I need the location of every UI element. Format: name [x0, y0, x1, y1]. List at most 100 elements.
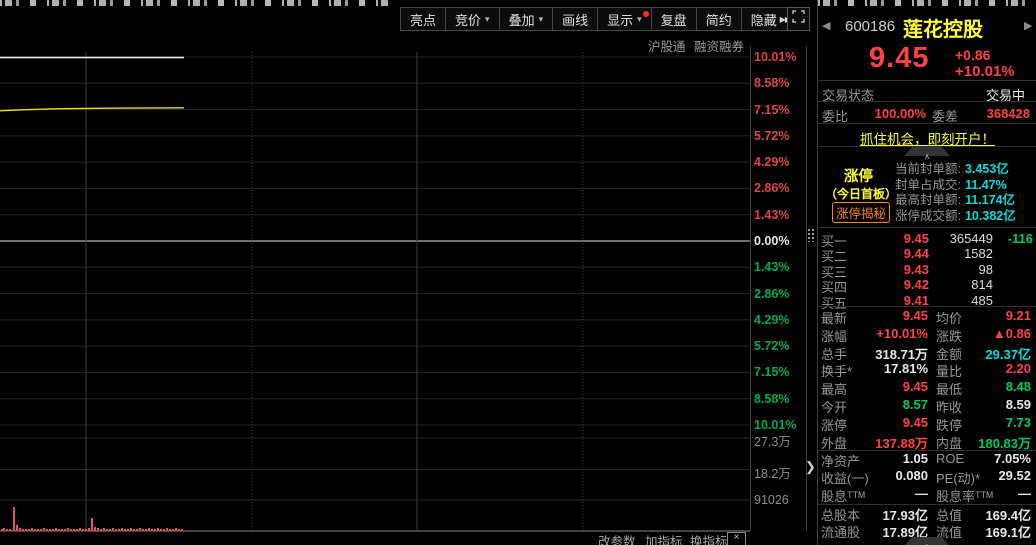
- panel-bottom-tab[interactable]: ∧: [904, 537, 950, 545]
- stat-label: ROE: [936, 451, 965, 467]
- intraday-chart[interactable]: [0, 0, 750, 545]
- stat-label: 涨幅: [821, 328, 848, 344]
- panel-separator: [817, 80, 1036, 81]
- stats-row: 今开 8.57 昨收 8.59: [818, 397, 1036, 415]
- stat-label: 总值: [936, 507, 963, 523]
- axis-label: 8.58%: [754, 391, 790, 406]
- stat-value: —: [915, 486, 928, 501]
- limit-stat-value: 11.174亿: [964, 193, 1016, 208]
- stat-value: 29.37亿: [985, 346, 1031, 362]
- panel-separator: [817, 227, 1036, 228]
- weicha-value: 368428: [986, 106, 1030, 121]
- weibi-value: 100.00%: [874, 106, 926, 121]
- add-indicator-button[interactable]: 加指标: [645, 535, 683, 545]
- limit-stat-row: 当前封单额: 3.453亿: [895, 158, 1009, 177]
- stats-row: 收益(一) 0.080 PE(动)* 29.52: [818, 468, 1036, 486]
- last-price: 9.45: [869, 42, 930, 74]
- expand-icon: [792, 10, 805, 28]
- panel-separator: [817, 146, 1036, 147]
- bid-quantity: 1582: [964, 246, 993, 262]
- fullscreen-button[interactable]: [787, 7, 810, 31]
- limit-up-tag: 涨停: [844, 169, 873, 185]
- double-arrow-icon: ▶▶: [779, 14, 791, 24]
- axis-divider: [750, 46, 751, 531]
- stat-value: 9.45: [902, 379, 928, 395]
- stat-value: ▲0.86: [992, 325, 1031, 341]
- price-change: +0.86: [955, 47, 991, 63]
- panel-divider: [806, 46, 807, 531]
- axis-label: 10.01%: [754, 50, 797, 64]
- axis-label: 5.72%: [754, 339, 790, 354]
- panel-separator: [817, 306, 1036, 307]
- stat-label: 流值: [936, 524, 963, 540]
- bid-quantity: 814: [971, 277, 993, 293]
- axis-label: 7.15%: [754, 102, 790, 117]
- bid-level-label: 买四: [821, 280, 848, 296]
- stat-label: 昨收: [936, 400, 963, 415]
- toolbar-button[interactable]: 隐藏 ▶▶: [742, 8, 799, 30]
- bid-price: 9.42: [903, 277, 929, 293]
- stat-label: 换手*: [821, 364, 853, 380]
- toolbar-button-label: 简约: [705, 12, 732, 28]
- limit-stat-row: 最高封单额: 11.174亿: [895, 189, 1015, 208]
- panel-separator: [817, 101, 1036, 102]
- collapse-panel-arrow[interactable]: ❯: [805, 459, 816, 474]
- divider-grip[interactable]: [807, 228, 815, 242]
- axis-label: 5.72%: [754, 128, 790, 143]
- axis-label: 4.29%: [754, 312, 790, 327]
- chevron-down-icon: ▾: [485, 13, 490, 24]
- stats-row: 换手* 17.81% 量比 2.20: [818, 361, 1036, 379]
- stat-label: 最新: [821, 311, 848, 326]
- stat-label: 跌停: [936, 417, 963, 433]
- toolbar-button-label: 显示: [607, 12, 634, 28]
- bid-quantity: 365449: [949, 231, 993, 246]
- toolbar-button[interactable]: 复盘: [652, 8, 697, 30]
- axis-label: 10.01%: [754, 418, 797, 432]
- limit-section-collapse-tab[interactable]: ∧: [904, 147, 950, 161]
- stat-label: 最低: [936, 382, 963, 398]
- axis-label: 7.15%: [754, 365, 790, 380]
- stat-value: 9.45: [902, 414, 928, 430]
- stat-value: 29.52: [998, 468, 1031, 484]
- stat-value: 137.88万: [875, 435, 928, 451]
- stat-value: 9.45: [902, 308, 928, 323]
- switch-indicator-button[interactable]: 换指标: [690, 535, 728, 545]
- stats-row: 流通股 17.89亿 流值 169.1亿: [818, 522, 1036, 540]
- stat-label: PE(动)*: [936, 471, 981, 487]
- stat-value: —: [1018, 486, 1031, 501]
- next-stock-arrow[interactable]: ▶: [1024, 20, 1033, 32]
- toolbar-button[interactable]: 叠加 ▾: [500, 8, 554, 30]
- trade-status-value: 交易中: [986, 88, 1026, 103]
- limit-stat-label: 封单占成交:: [895, 177, 961, 192]
- stats-row: 总股本 17.93亿 总值 169.4亿: [818, 503, 1036, 523]
- limit-up-first-board: （今日首板）: [825, 187, 898, 201]
- chevron-down-icon: ▾: [637, 13, 642, 24]
- change-params-button[interactable]: 改参数: [598, 535, 636, 545]
- axis-volume-label: 18.2万: [754, 466, 791, 481]
- toolbar-button-label: 亮点: [410, 12, 437, 28]
- limit-stat-label: 最高封单额:: [895, 193, 961, 208]
- stat-value: 180.83万: [978, 435, 1031, 451]
- limit-up-secret-button[interactable]: 涨停揭秘: [832, 202, 891, 223]
- toolbar-button[interactable]: 简约: [697, 8, 742, 30]
- market-tag-hgt: 沪股通: [648, 40, 686, 54]
- stat-value: 7.73: [1005, 414, 1031, 430]
- limit-stat-value: 3.453亿: [964, 162, 1009, 176]
- notification-dot-icon: [642, 11, 649, 17]
- stats-row: 涨停 9.45 跌停 7.73: [818, 415, 1036, 433]
- stat-label: 股息率ᵀᵀᴹ: [936, 489, 993, 504]
- toolbar-button[interactable]: 竞价 ▾: [446, 8, 500, 30]
- stat-value: 17.81%: [883, 361, 928, 377]
- prev-stock-arrow[interactable]: ◀: [822, 20, 831, 32]
- close-indicator-button[interactable]: ×: [727, 532, 746, 545]
- limit-stat-row: 封单占成交: 11.47%: [895, 174, 1007, 193]
- toolbar-button[interactable]: 亮点: [401, 8, 447, 30]
- toolbar-button[interactable]: 显示 ▾: [598, 8, 652, 30]
- toolbar-button-label: 叠加: [508, 12, 535, 28]
- open-account-link[interactable]: 抓住机会，即刻开户！: [860, 132, 995, 147]
- chevron-up-icon: ∧: [924, 542, 930, 545]
- stat-label: 今开: [821, 400, 848, 415]
- bid-row: 买一 9.45 365449 -116: [821, 231, 1034, 249]
- toolbar-button[interactable]: 画线: [553, 8, 599, 30]
- clipped-menu-bar: [0, 0, 392, 6]
